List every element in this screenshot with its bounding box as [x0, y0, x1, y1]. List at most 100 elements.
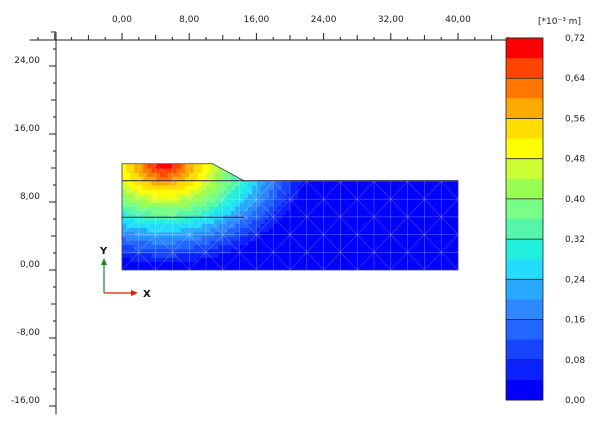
contour-cell	[134, 210, 140, 216]
contour-cell	[285, 223, 291, 229]
contour-cell	[269, 210, 274, 216]
contour-cell	[290, 219, 295, 224]
contour-cell	[306, 185, 312, 190]
contour-cell	[395, 193, 400, 199]
contour-cell	[210, 176, 215, 182]
contour-cell	[323, 231, 329, 237]
contour-cell	[353, 244, 358, 250]
contour-cell	[416, 231, 421, 237]
contour-cell	[151, 265, 157, 270]
legend-swatch	[506, 38, 543, 59]
contour-cell	[235, 168, 241, 173]
contour-cell	[416, 248, 421, 254]
contour-cell	[306, 219, 312, 224]
contour-cell	[378, 223, 383, 229]
contour-cell	[138, 227, 144, 233]
contour-cell	[239, 240, 245, 246]
contour-cell	[206, 240, 211, 246]
contour-cell	[323, 219, 329, 224]
contour-cell	[374, 253, 379, 258]
contour-cell	[395, 227, 400, 233]
contour-cell	[264, 253, 270, 258]
contour-cell	[197, 227, 203, 233]
contour-cell	[126, 193, 131, 199]
contour-cell	[218, 197, 224, 203]
contour-cell	[143, 248, 148, 254]
contour-cell	[390, 227, 396, 233]
contour-cell	[218, 227, 224, 233]
contour-cell	[222, 261, 228, 267]
contour-cell	[197, 223, 203, 229]
contour-cell	[357, 253, 362, 258]
mesh-line	[189, 252, 207, 270]
contour-cell	[143, 257, 148, 263]
contour-cell	[315, 248, 320, 254]
mesh-line	[239, 216, 257, 235]
contour-cell	[369, 257, 375, 263]
contour-cell	[126, 236, 131, 241]
contour-cell	[164, 244, 169, 250]
contour-cell	[453, 210, 458, 216]
contour-cell	[159, 172, 165, 178]
legend-swatch	[506, 138, 543, 160]
contour-cell	[344, 214, 350, 220]
contour-cell	[130, 244, 136, 250]
contour-cell	[235, 189, 241, 195]
contour-cell	[164, 210, 169, 216]
contour-cell	[189, 257, 194, 263]
contour-cell	[332, 202, 337, 207]
contour-cell	[147, 248, 152, 254]
contour-cell	[290, 210, 295, 216]
contour-cell	[353, 236, 358, 241]
mesh-line	[205, 234, 223, 253]
contour-cell	[407, 193, 413, 199]
contour-cell	[151, 210, 157, 216]
contour-cell	[269, 240, 274, 246]
contour-cell	[210, 240, 215, 246]
contour-cell	[311, 253, 316, 258]
contour-cell	[399, 253, 404, 258]
contour-cell	[164, 168, 169, 173]
contour-cell	[222, 202, 228, 207]
contour-cell	[453, 180, 458, 186]
contour-cell	[361, 261, 367, 267]
contour-cell	[214, 193, 220, 199]
contour-cell	[411, 180, 417, 186]
contour-cell	[222, 244, 228, 250]
contour-cell	[344, 219, 350, 224]
contour-cell	[147, 223, 152, 229]
contour-cell	[227, 223, 232, 229]
contour-cell	[256, 223, 262, 229]
contour-cell	[403, 219, 409, 224]
mesh-line	[306, 216, 324, 235]
contour-cell	[294, 236, 299, 241]
contour-cell	[185, 265, 190, 270]
contour-cell	[302, 172, 308, 178]
contour-cell	[294, 257, 299, 263]
contour-cell	[449, 214, 455, 220]
contour-cell	[302, 248, 308, 254]
contour-cell	[227, 240, 232, 246]
contour-cell	[264, 197, 270, 203]
contour-cell	[374, 219, 379, 224]
contour-cell	[407, 206, 413, 212]
contour-cell	[252, 248, 257, 254]
contour-cell	[134, 223, 140, 229]
contour-cell	[306, 172, 312, 178]
contour-cell	[243, 168, 249, 173]
contour-cell	[424, 172, 430, 178]
contour-cell	[277, 214, 283, 220]
contour-cell	[176, 176, 182, 182]
contour-cell	[323, 193, 329, 199]
legend-swatch	[506, 379, 543, 401]
contour-cell	[269, 172, 274, 178]
contour-cell	[155, 168, 161, 173]
contour-cell	[155, 253, 161, 258]
contour-cell	[365, 236, 371, 241]
contour-cell	[176, 261, 182, 267]
mesh-line	[256, 252, 274, 270]
contour-cell	[344, 248, 350, 254]
contour-cell	[386, 197, 392, 203]
contour-cell	[302, 193, 308, 199]
contour-cell	[130, 227, 136, 233]
